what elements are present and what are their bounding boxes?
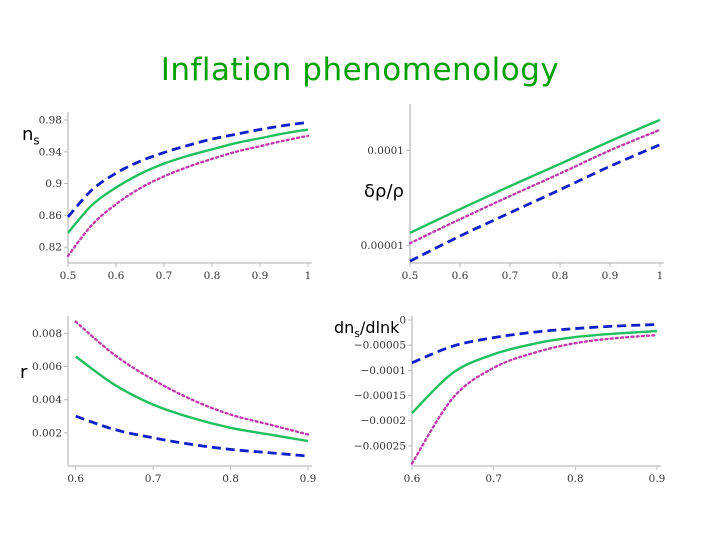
ns-chart-y-tick-label: 0.9 bbox=[45, 178, 62, 190]
ns-chart-x-tick-label: 0.9 bbox=[252, 270, 269, 282]
ns-chart-x-tick-label: 1 bbox=[305, 270, 312, 282]
running-index-chart-y-tick-label: −0.00025 bbox=[354, 440, 406, 452]
running-index-chart-dotted-curve bbox=[410, 333, 659, 465]
ns-chart-y-tick-label: 0.98 bbox=[39, 114, 62, 126]
density-perturbation-chart-dashed-curve bbox=[409, 143, 661, 263]
running-index-chart-y-tick-label: −0.0001 bbox=[360, 365, 406, 377]
running-label-suffix: /dlnk bbox=[360, 318, 400, 337]
density-perturbation-chart-dotted-curve bbox=[408, 128, 662, 245]
running-index-chart-y-tick-label: −0.00015 bbox=[354, 390, 406, 402]
density-perturbation-chart-x-tick-label: 0.7 bbox=[502, 270, 519, 282]
tensor-ratio-chart-x-tick-label: 0.7 bbox=[145, 473, 162, 485]
ns-chart-solid-curve bbox=[67, 128, 309, 234]
tensor-ratio-chart-x-tick-label: 0.8 bbox=[222, 473, 239, 485]
tensor-ratio-chart-x-tick-label: 0.6 bbox=[67, 473, 84, 485]
tensor-ratio-chart-y-tick-label: 0.004 bbox=[32, 394, 62, 406]
ns-chart-x-tick-label: 0.7 bbox=[156, 270, 173, 282]
density-perturbation-chart-x-tick-label: 0.6 bbox=[452, 270, 469, 282]
running-index-chart-dashed-curve bbox=[411, 323, 658, 365]
ns-label-main: n bbox=[22, 124, 34, 145]
density-perturbation-chart-x-tick-label: 1 bbox=[657, 270, 664, 282]
running-index-chart-y-tick-label: −0.00005 bbox=[354, 340, 406, 352]
tensor-ratio-chart-y-tick-label: 0.002 bbox=[32, 427, 62, 439]
tensor-ratio-chart-x-tick-label: 0.9 bbox=[300, 473, 317, 485]
ns-chart-y-tick-label: 0.86 bbox=[39, 210, 63, 222]
ns-chart-dotted-curve bbox=[66, 134, 310, 258]
tensor-ratio-chart-y-tick-label: 0.006 bbox=[32, 361, 62, 373]
density-perturbation-chart-solid-curve bbox=[409, 118, 661, 234]
tensor-ratio-chart-y-tick-label: 0.008 bbox=[32, 328, 62, 340]
running-index-chart-x-tick-label: 0.9 bbox=[649, 473, 666, 485]
slide-title: Inflation phenomenology bbox=[160, 52, 560, 88]
ns-chart-y-tick-label: 0.82 bbox=[39, 242, 62, 254]
running-label-sub: s bbox=[354, 327, 361, 341]
ns-chart-x-tick-label: 0.5 bbox=[60, 270, 77, 282]
density-perturbation-chart-x-tick-label: 0.5 bbox=[402, 270, 419, 282]
density-perturbation-chart-y-tick-label: 0.0001 bbox=[367, 145, 404, 157]
running-panel-label: dns/dlnk bbox=[334, 318, 399, 340]
running-label-main: dn bbox=[334, 318, 355, 337]
running-index-chart-y-tick-label: −0.0002 bbox=[360, 415, 406, 427]
ns-chart-dashed-curve bbox=[66, 120, 309, 218]
ns-chart-x-tick-label: 0.6 bbox=[108, 270, 125, 282]
running-index-chart-y-tick-label: 0 bbox=[399, 315, 406, 327]
running-index-chart-solid-curve bbox=[411, 329, 658, 414]
running-index-chart-x-tick-label: 0.6 bbox=[404, 473, 421, 485]
tensor-ratio-chart-solid-curve bbox=[75, 355, 309, 443]
tensor-ratio-chart-dashed-curve bbox=[75, 414, 309, 458]
tensor-ratio-chart-dotted-curve bbox=[74, 320, 310, 436]
density-perturbation-chart-x-tick-label: 0.9 bbox=[602, 270, 619, 282]
ns-label-sub: s bbox=[33, 133, 40, 148]
ns-chart-y-tick-label: 0.94 bbox=[39, 146, 63, 158]
running-index-chart-x-tick-label: 0.7 bbox=[485, 473, 502, 485]
running-index-chart-x-tick-label: 0.8 bbox=[567, 473, 584, 485]
density-perturbation-chart-x-tick-label: 0.8 bbox=[552, 270, 569, 282]
ns-panel-label: ns bbox=[22, 124, 40, 148]
density-perturbation-chart-y-tick-label: 0.00001 bbox=[361, 240, 404, 252]
r-panel-label: r bbox=[20, 362, 28, 383]
density-panel-label: δρ/ρ bbox=[364, 181, 404, 202]
ns-chart-x-tick-label: 0.8 bbox=[204, 270, 221, 282]
